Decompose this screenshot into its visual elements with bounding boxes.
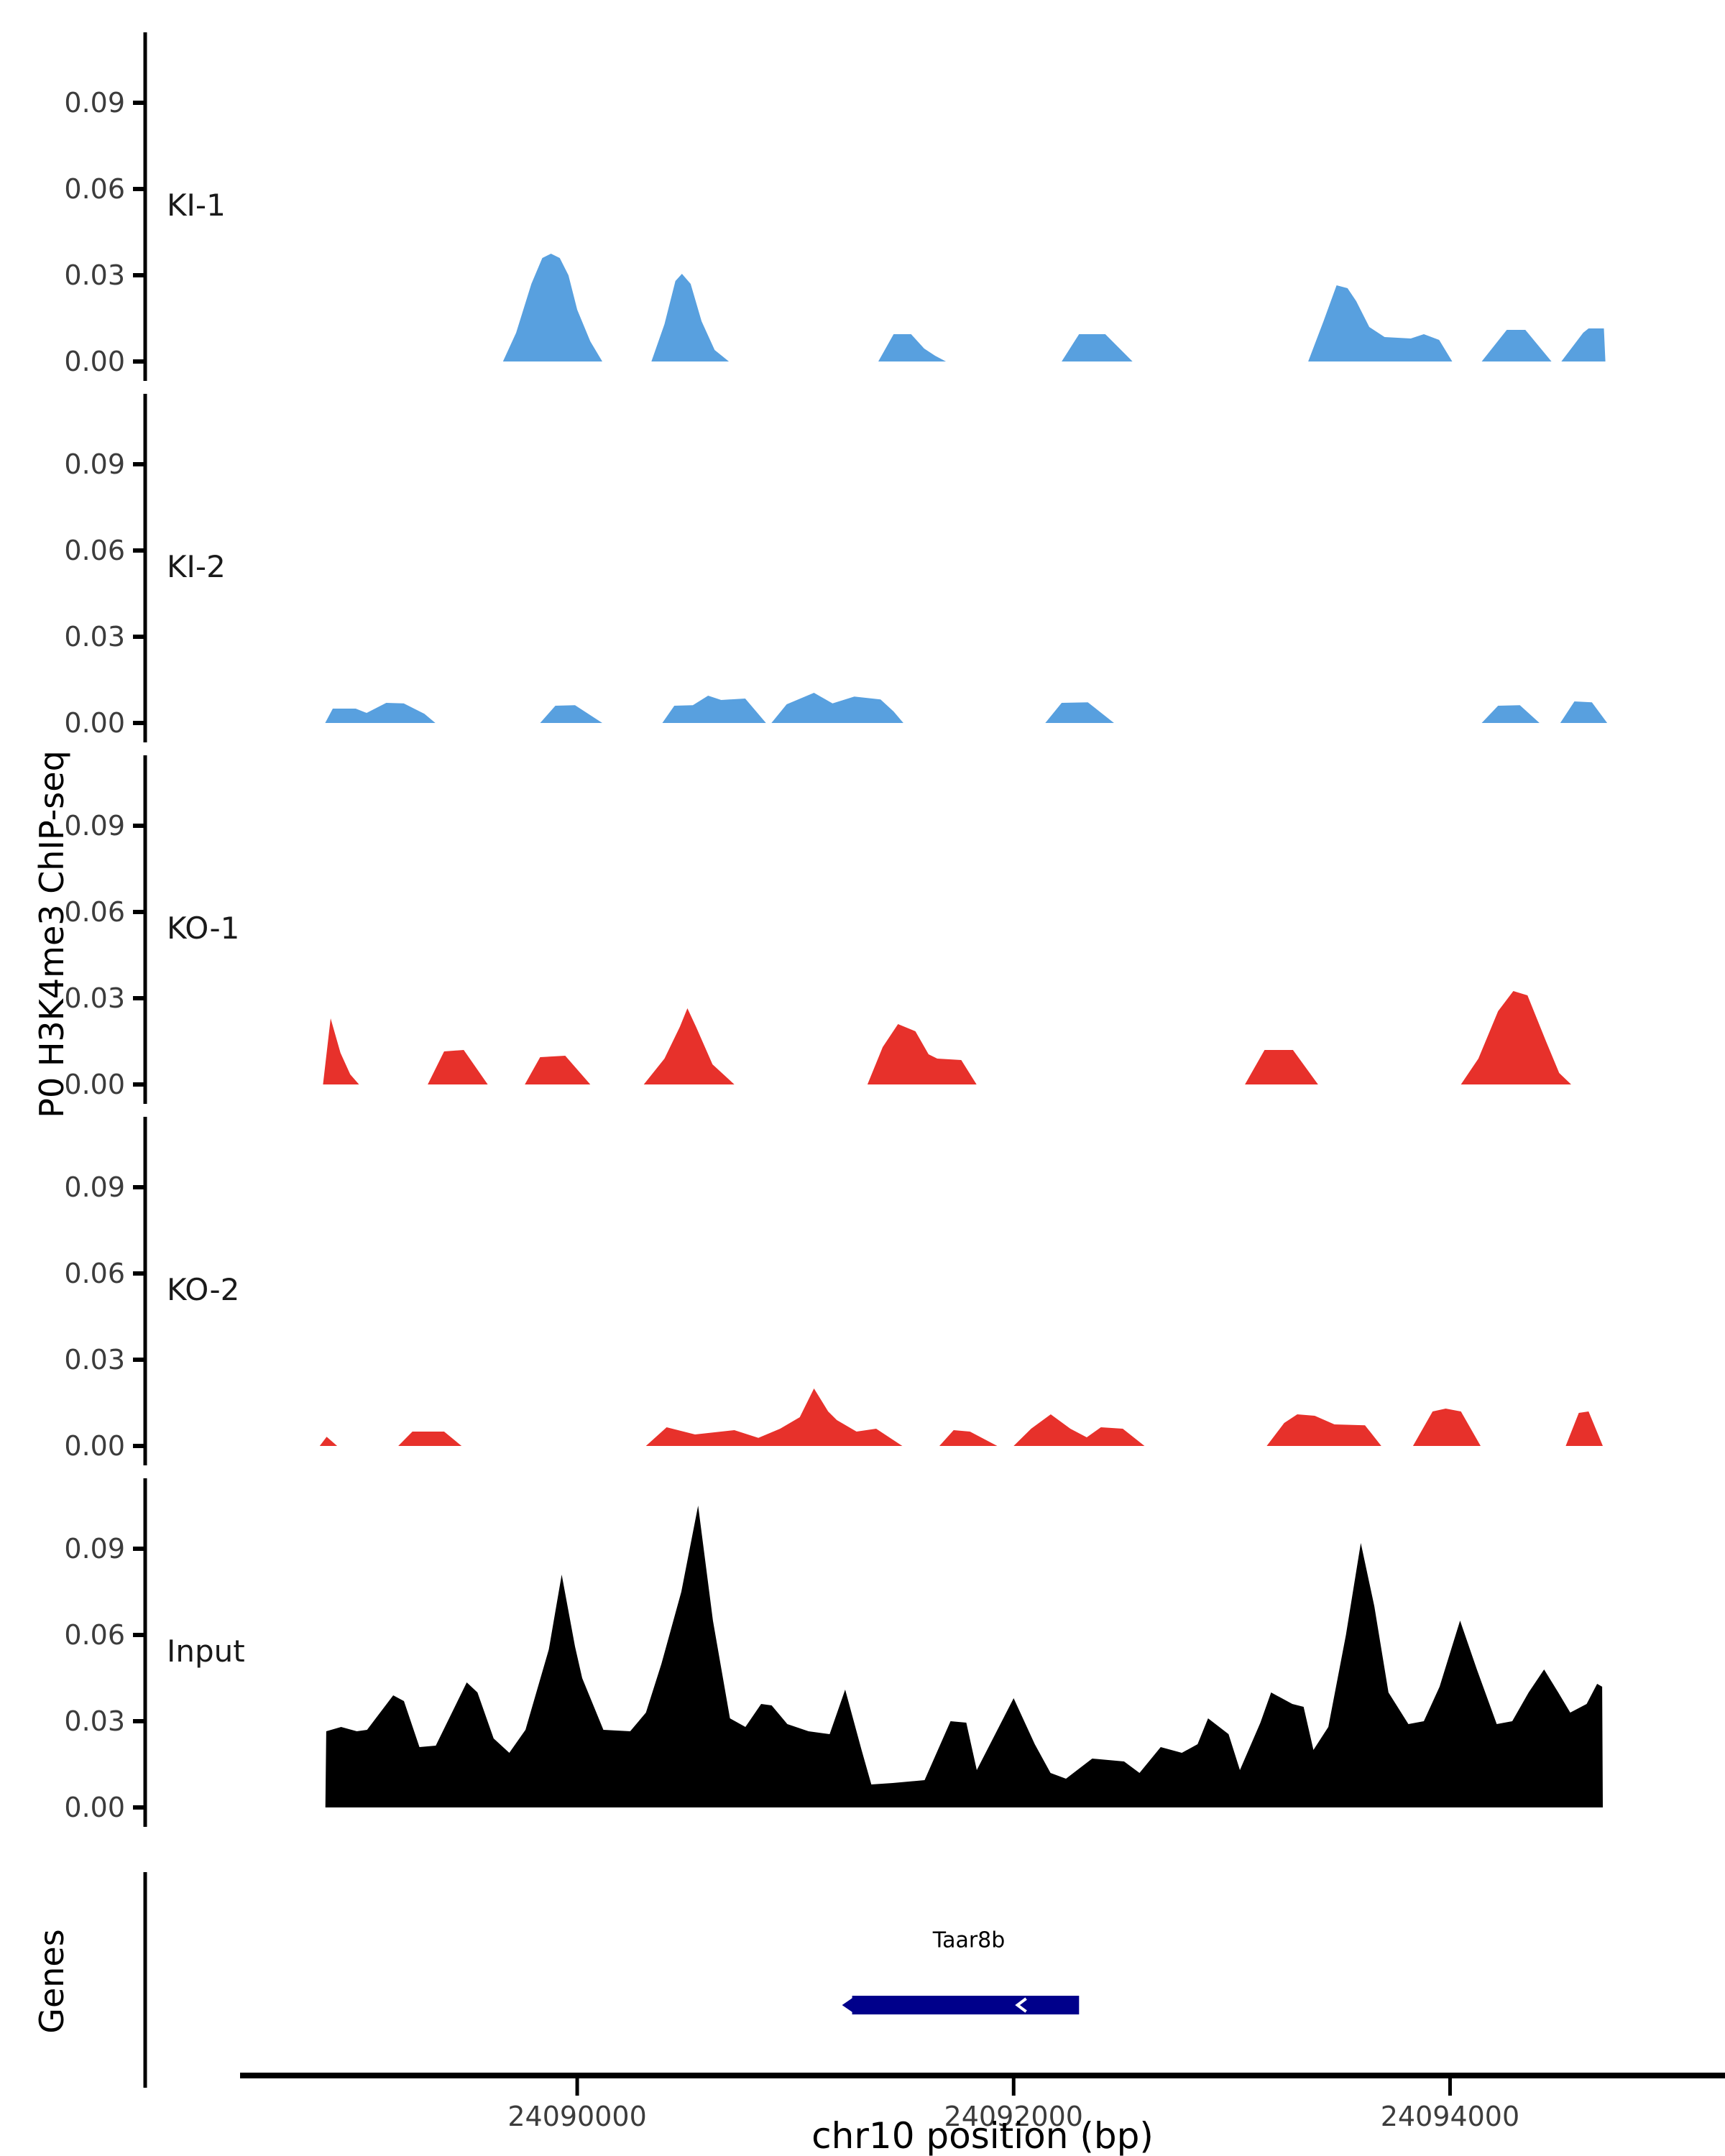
x-tick-label: 24090000 (507, 2101, 646, 2132)
x-axis-title: chr10 position (bp) (811, 2115, 1154, 2156)
y-tick-label: 0.09 (64, 810, 125, 842)
gene-name-label: Taar8b (932, 1927, 1006, 1953)
y-tick-label: 0.09 (64, 87, 125, 119)
x-axis: 24090000 24092000 24094000 (240, 2073, 1725, 2132)
x-tick-label: 24092000 (944, 2101, 1083, 2132)
y-tick-label: 0.00 (64, 346, 125, 377)
track-label-KO-2: KO-2 (167, 1272, 239, 1307)
track-label-KO-1: KO-1 (167, 911, 239, 946)
y-tick-label: 0.03 (64, 982, 125, 1014)
y-tick-label: 0.06 (64, 173, 125, 205)
y-tick-label: 0.06 (64, 535, 125, 566)
track-panel-Input: 0.00 0.03 0.06 0.09 Input (64, 1478, 1604, 1827)
track-panel-KO-2: 0.00 0.03 0.06 0.09 KO-2 (64, 1117, 1603, 1465)
y-tick-label: 0.00 (64, 1430, 125, 1462)
y-tick-label: 0.03 (64, 259, 125, 291)
gene-body-bar (852, 1996, 1080, 2014)
track-panel-KI-2: 0.00 0.03 0.06 0.09 KI-2 (64, 394, 1608, 742)
track-panel-KI-1: 0.00 0.03 0.06 0.09 KI-1 (64, 32, 1606, 381)
y-tick-label: 0.09 (64, 1533, 125, 1565)
y-tick-label: 0.06 (64, 1619, 125, 1651)
gene-strand-chevron-icon (1015, 1997, 1027, 2013)
coverage-area-KO-1 (323, 991, 1571, 1084)
track-label-KI-1: KI-1 (167, 188, 226, 223)
y-tick-label: 0.09 (64, 1171, 125, 1203)
y-tick-label: 0.06 (64, 1258, 125, 1289)
track-label-KI-2: KI-2 (167, 549, 226, 584)
y-tick-label: 0.09 (64, 448, 125, 480)
gene-strand-arrow-icon (842, 1997, 854, 2013)
coverage-area-Input (325, 1506, 1604, 1807)
x-tick-label: 24094000 (1381, 2101, 1519, 2132)
y-tick-label: 0.00 (64, 1069, 125, 1100)
coverage-area-KO-2 (319, 1388, 1603, 1446)
coverage-area-KI-1 (502, 254, 1606, 361)
genes-axis-title: Genes (32, 1929, 71, 2034)
y-tick-label: 0.03 (64, 621, 125, 653)
y-tick-label: 0.06 (64, 896, 125, 928)
track-panel-KO-1: 0.00 0.03 0.06 0.09 KO-1 (64, 755, 1571, 1104)
coverage-area-KI-2 (325, 693, 1608, 723)
y-tick-label: 0.00 (64, 1792, 125, 1823)
y-tick-label: 0.00 (64, 707, 125, 739)
y-axis-title: P0 H3K4me3 ChIP-seq (32, 750, 71, 1118)
track-label-Input: Input (167, 1634, 245, 1669)
y-tick-label: 0.03 (64, 1344, 125, 1376)
y-tick-label: 0.03 (64, 1705, 125, 1737)
genes-panel (143, 1872, 1080, 2088)
